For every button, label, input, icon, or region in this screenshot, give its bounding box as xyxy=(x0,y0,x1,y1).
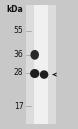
Text: kDa: kDa xyxy=(7,5,23,14)
Bar xyxy=(26,5,56,124)
Bar xyxy=(34,5,48,124)
Text: 55: 55 xyxy=(14,26,23,35)
Text: 17: 17 xyxy=(14,102,23,111)
Text: 28: 28 xyxy=(14,68,23,77)
Ellipse shape xyxy=(30,69,39,78)
Ellipse shape xyxy=(30,50,39,60)
Ellipse shape xyxy=(40,70,48,79)
Text: 36: 36 xyxy=(14,50,23,59)
